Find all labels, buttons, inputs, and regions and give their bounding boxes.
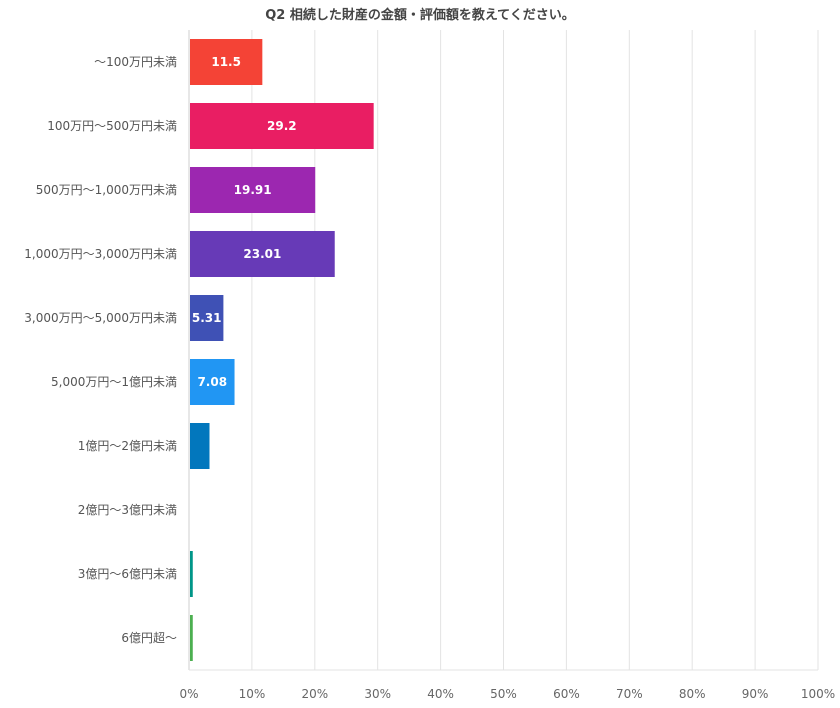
x-tick-label: 10% (239, 687, 266, 701)
bar (190, 615, 193, 661)
x-tick-label: 40% (427, 687, 454, 701)
x-tick-label: 60% (553, 687, 580, 701)
category-label: 1,000万円～3,000万円未満 (24, 247, 177, 261)
category-label: 5,000万円～1億円未満 (51, 375, 177, 389)
category-label: 3,000万円～5,000万円未満 (24, 311, 177, 325)
bar (190, 551, 193, 597)
category-label: 100万円～500万円未満 (47, 119, 177, 133)
bar (190, 103, 374, 149)
bar (190, 295, 224, 341)
x-tick-label: 70% (616, 687, 643, 701)
axis-layer: 0% 10% 20% 30% 40% 50% 60% 70% 80% 90% 100% ～100万円未… (24, 30, 835, 701)
category-label: 3億円～6億円未満 (78, 567, 177, 581)
bar (190, 167, 316, 213)
x-tick-label: 80% (679, 687, 706, 701)
bar (190, 423, 210, 469)
bar (190, 359, 235, 405)
data-label: 11.5 (211, 55, 241, 69)
category-label: 1億円～2億円未満 (78, 439, 177, 453)
x-tick-label: 50% (490, 687, 517, 701)
category-label: ～100万円未満 (94, 55, 177, 69)
x-tick-label: 0% (179, 687, 198, 701)
x-tick-label: 20% (301, 687, 328, 701)
category-label: 500万円～1,000万円未満 (36, 183, 177, 197)
data-label: 23.01 (243, 247, 281, 261)
chart-title: Q2 相続した財産の金額・評価額を教えてください。 (265, 8, 575, 23)
bar (190, 39, 263, 85)
bar (190, 231, 335, 277)
x-tick-label: 100% (801, 687, 835, 701)
label-layer: 11.5 29.2 19.91 23.01 5.31 7.08 (192, 55, 297, 389)
bar-layer (190, 39, 374, 661)
category-label: 6億円超～ (121, 630, 177, 645)
data-label: 29.2 (267, 119, 297, 133)
category-label: 2億円～3億円未満 (78, 503, 177, 517)
x-tick-label: 90% (742, 687, 769, 701)
data-label: 5.31 (192, 311, 222, 325)
data-label: 7.08 (197, 375, 227, 389)
data-label: 19.91 (234, 183, 272, 197)
x-tick-label: 30% (364, 687, 391, 701)
